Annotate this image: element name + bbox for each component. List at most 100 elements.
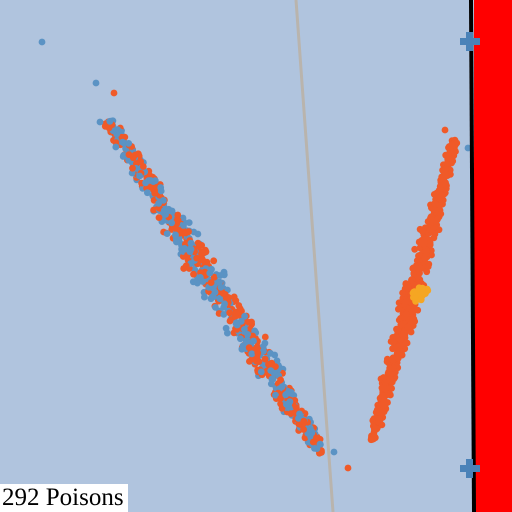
poison-particle: [419, 289, 427, 296]
particle: [267, 367, 275, 374]
particle: [296, 410, 303, 418]
particle: [272, 391, 279, 399]
particle: [261, 355, 269, 363]
particle: [136, 172, 144, 180]
particle: [464, 144, 472, 152]
particle: [379, 401, 387, 409]
particle: [423, 268, 431, 276]
particle: [389, 345, 396, 353]
particle: [187, 245, 195, 253]
particle: [448, 155, 456, 163]
divider-line: [294, 0, 335, 512]
particle: [277, 395, 284, 402]
poison-particle: [417, 296, 425, 304]
plus-marker-icon[interactable]: [460, 32, 480, 51]
particle: [147, 177, 155, 184]
particle: [168, 219, 176, 227]
particle: [237, 317, 245, 325]
particle: [173, 238, 180, 246]
particle: [397, 321, 405, 329]
particle: [219, 290, 227, 297]
particle: [250, 337, 257, 345]
particle: [268, 375, 276, 383]
particle: [182, 262, 190, 270]
particle: [278, 383, 286, 391]
particle: [437, 210, 445, 218]
particle: [194, 230, 202, 238]
particle: [426, 239, 434, 247]
particle: [449, 141, 456, 149]
particle: [271, 351, 279, 359]
particle: [380, 392, 387, 400]
particle: [442, 165, 449, 173]
particle: [411, 245, 419, 253]
particle: [416, 269, 423, 277]
particle: [442, 171, 450, 179]
particle: [432, 218, 440, 225]
particle: [430, 234, 438, 242]
particle: [198, 242, 206, 249]
particle: [371, 426, 378, 433]
particle: [238, 307, 245, 315]
particle-layer: [38, 38, 472, 472]
particle: [313, 445, 321, 452]
particle: [187, 239, 195, 247]
particle: [260, 347, 267, 355]
particle: [210, 257, 218, 265]
particle: [180, 222, 187, 229]
particle: [257, 368, 265, 376]
particle: [125, 151, 133, 159]
particle: [230, 293, 238, 301]
particle: [201, 293, 208, 301]
particle: [254, 349, 262, 357]
particle: [380, 374, 387, 381]
particle: [172, 231, 179, 239]
particle: [244, 331, 252, 338]
particle: [226, 317, 234, 325]
particle: [375, 408, 383, 416]
particle: [278, 405, 286, 412]
particle: [232, 309, 240, 317]
particle: [397, 342, 405, 349]
particle: [182, 229, 190, 237]
particle: [330, 448, 338, 456]
particle: [210, 273, 218, 281]
plus-marker-icon[interactable]: [460, 459, 480, 478]
particle: [384, 355, 391, 363]
particle: [189, 278, 197, 286]
particle: [199, 256, 207, 264]
particle: [389, 356, 397, 364]
particle: [428, 251, 435, 259]
particle: [419, 228, 426, 235]
particle: [424, 263, 432, 270]
particle: [441, 126, 449, 134]
particle: [435, 226, 443, 234]
particle: [369, 436, 376, 443]
particle: [38, 38, 46, 46]
particle: [196, 274, 204, 281]
particle: [181, 245, 189, 253]
particle: [216, 294, 224, 302]
particle: [217, 283, 225, 291]
particle: [112, 143, 120, 151]
particle: [407, 328, 415, 336]
poison-particle: [415, 284, 423, 292]
particle: [237, 335, 244, 343]
particle: [430, 191, 438, 198]
particle: [185, 219, 193, 227]
particle: [110, 89, 118, 97]
particle: [403, 310, 410, 318]
particle: [134, 150, 142, 158]
particle: [193, 254, 201, 262]
particle: [308, 427, 315, 435]
particle: [375, 418, 383, 426]
particle: [432, 200, 440, 208]
poison-particle: [411, 288, 418, 296]
particle: [139, 163, 147, 170]
particle: [292, 404, 300, 411]
particle: [389, 338, 397, 346]
particle: [216, 278, 224, 286]
particle: [222, 324, 230, 332]
